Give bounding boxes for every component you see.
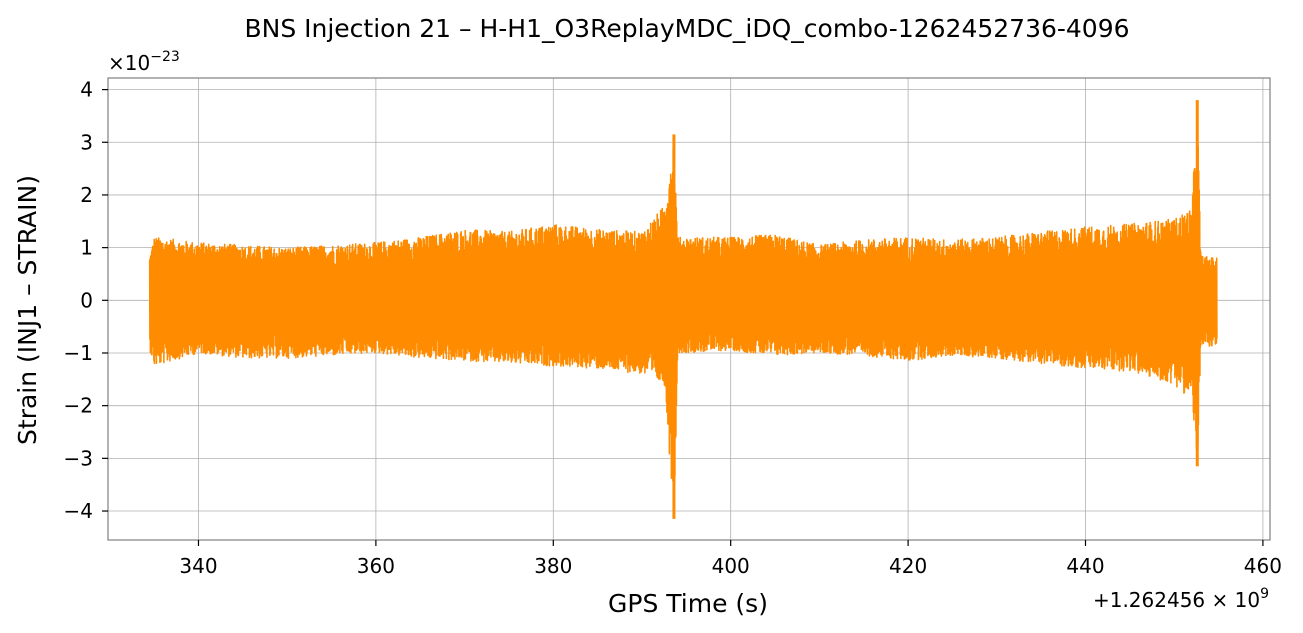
y-tick-label: −2 (64, 394, 93, 418)
series-layer (148, 100, 1218, 519)
y-tick-label: −1 (64, 341, 93, 365)
x-tick-label: 360 (357, 554, 395, 578)
y-scale-base: ×10 (108, 51, 150, 75)
x-tick-label: 340 (179, 554, 217, 578)
x-tick-label: 460 (1244, 554, 1282, 578)
y-tick-label: 0 (80, 288, 93, 312)
y-tick-label: 3 (80, 130, 93, 154)
y-axis-ticks: −4 −3 −2 −1 0 1 2 3 4 (64, 78, 108, 523)
chart-title: BNS Injection 21 – H-H1_O3ReplayMDC_iDQ_… (244, 14, 1129, 43)
y-tick-label: 2 (80, 183, 93, 207)
x-axis-label: GPS Time (s) (608, 589, 768, 618)
x-tick-label: 420 (889, 554, 927, 578)
x-axis-ticks: 340 360 380 400 420 440 460 (179, 540, 1282, 578)
x-offset-exponent: 9 (1260, 586, 1269, 602)
y-tick-label: −3 (64, 446, 93, 470)
x-offset-base: +1.262456 × 10 (1093, 588, 1260, 612)
y-tick-label: 4 (80, 78, 93, 102)
strain-series-line (148, 124, 1218, 506)
y-scale-factor: ×10−23 (108, 49, 180, 75)
y-scale-exponent: −23 (150, 49, 180, 65)
y-tick-label: −4 (64, 499, 93, 523)
plot-frame (107, 77, 1271, 541)
x-tick-label: 380 (534, 554, 572, 578)
y-axis-label: Strain (INJ1 – STRAIN) (13, 175, 42, 445)
x-tick-label: 440 (1066, 554, 1104, 578)
x-tick-label: 400 (712, 554, 750, 578)
x-offset-label: +1.262456 × 109 (1093, 586, 1269, 612)
y-tick-label: 1 (80, 236, 93, 260)
